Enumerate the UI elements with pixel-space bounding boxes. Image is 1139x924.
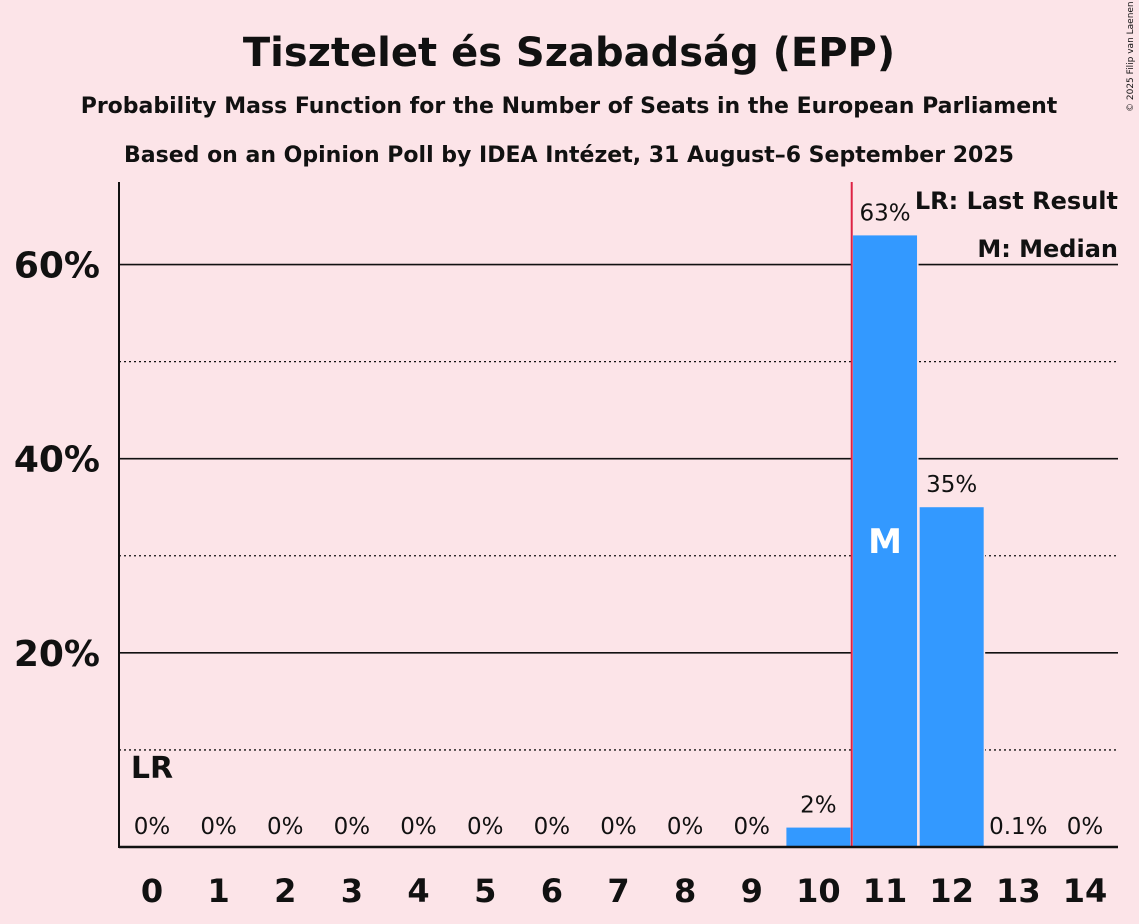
median-marker: M [868,522,902,562]
y-tick-label: 60% [14,246,100,287]
bar-value-label: 0% [134,814,171,840]
legend-median: M: Median [977,235,1118,263]
x-tick-label: 6 [541,872,563,910]
x-tick-label: 9 [741,872,763,910]
x-tick-label: 14 [1063,872,1108,910]
chart-source: Based on an Opinion Poll by IDEA Intézet… [124,143,1014,168]
bar-value-label: 0% [334,814,371,840]
bar-value-label: 0% [200,814,237,840]
x-tick-label: 0 [141,872,163,910]
bar-value-label: 35% [926,472,977,498]
bar-seat-10 [784,826,852,849]
bar-value-label: 0% [467,814,504,840]
bar-value-label: 0% [400,814,437,840]
bar-value-label: 0% [534,814,571,840]
x-tick-label: 10 [796,872,841,910]
y-tick-label: 40% [14,440,100,481]
x-tick-label: 8 [674,872,696,910]
bar-seat-11 [851,233,919,849]
y-tick-label: 20% [14,634,100,675]
copyright: © 2025 Filip van Laenen [1126,1,1136,112]
last-result-marker: LR [131,751,173,786]
bar-value-label: 2% [800,793,837,819]
x-tick-label: 5 [474,872,496,910]
x-tick-label: 3 [341,872,363,910]
legend-last-result: LR: Last Result [915,187,1118,215]
x-tick-label: 1 [208,872,230,910]
bar-value-label: 0% [667,814,704,840]
x-tick-label: 12 [929,872,974,910]
x-tick-label: 4 [407,872,429,910]
chart-title: Tisztelet és Szabadság (EPP) [243,30,895,76]
x-tick-label: 7 [607,872,629,910]
x-tick-label: 2 [274,872,296,910]
bar-value-label: 0% [600,814,637,840]
x-tick-label: 11 [863,872,908,910]
bar-value-label: 0% [734,814,771,840]
bar-value-label: 0% [267,814,304,840]
bar-value-label: 0% [1067,814,1104,840]
bar-seat-12 [918,505,986,849]
x-tick-label: 13 [996,872,1041,910]
bar-value-label: 0.1% [989,814,1047,840]
chart-subtitle: Probability Mass Function for the Number… [81,94,1058,119]
bar-value-label: 63% [859,200,910,226]
